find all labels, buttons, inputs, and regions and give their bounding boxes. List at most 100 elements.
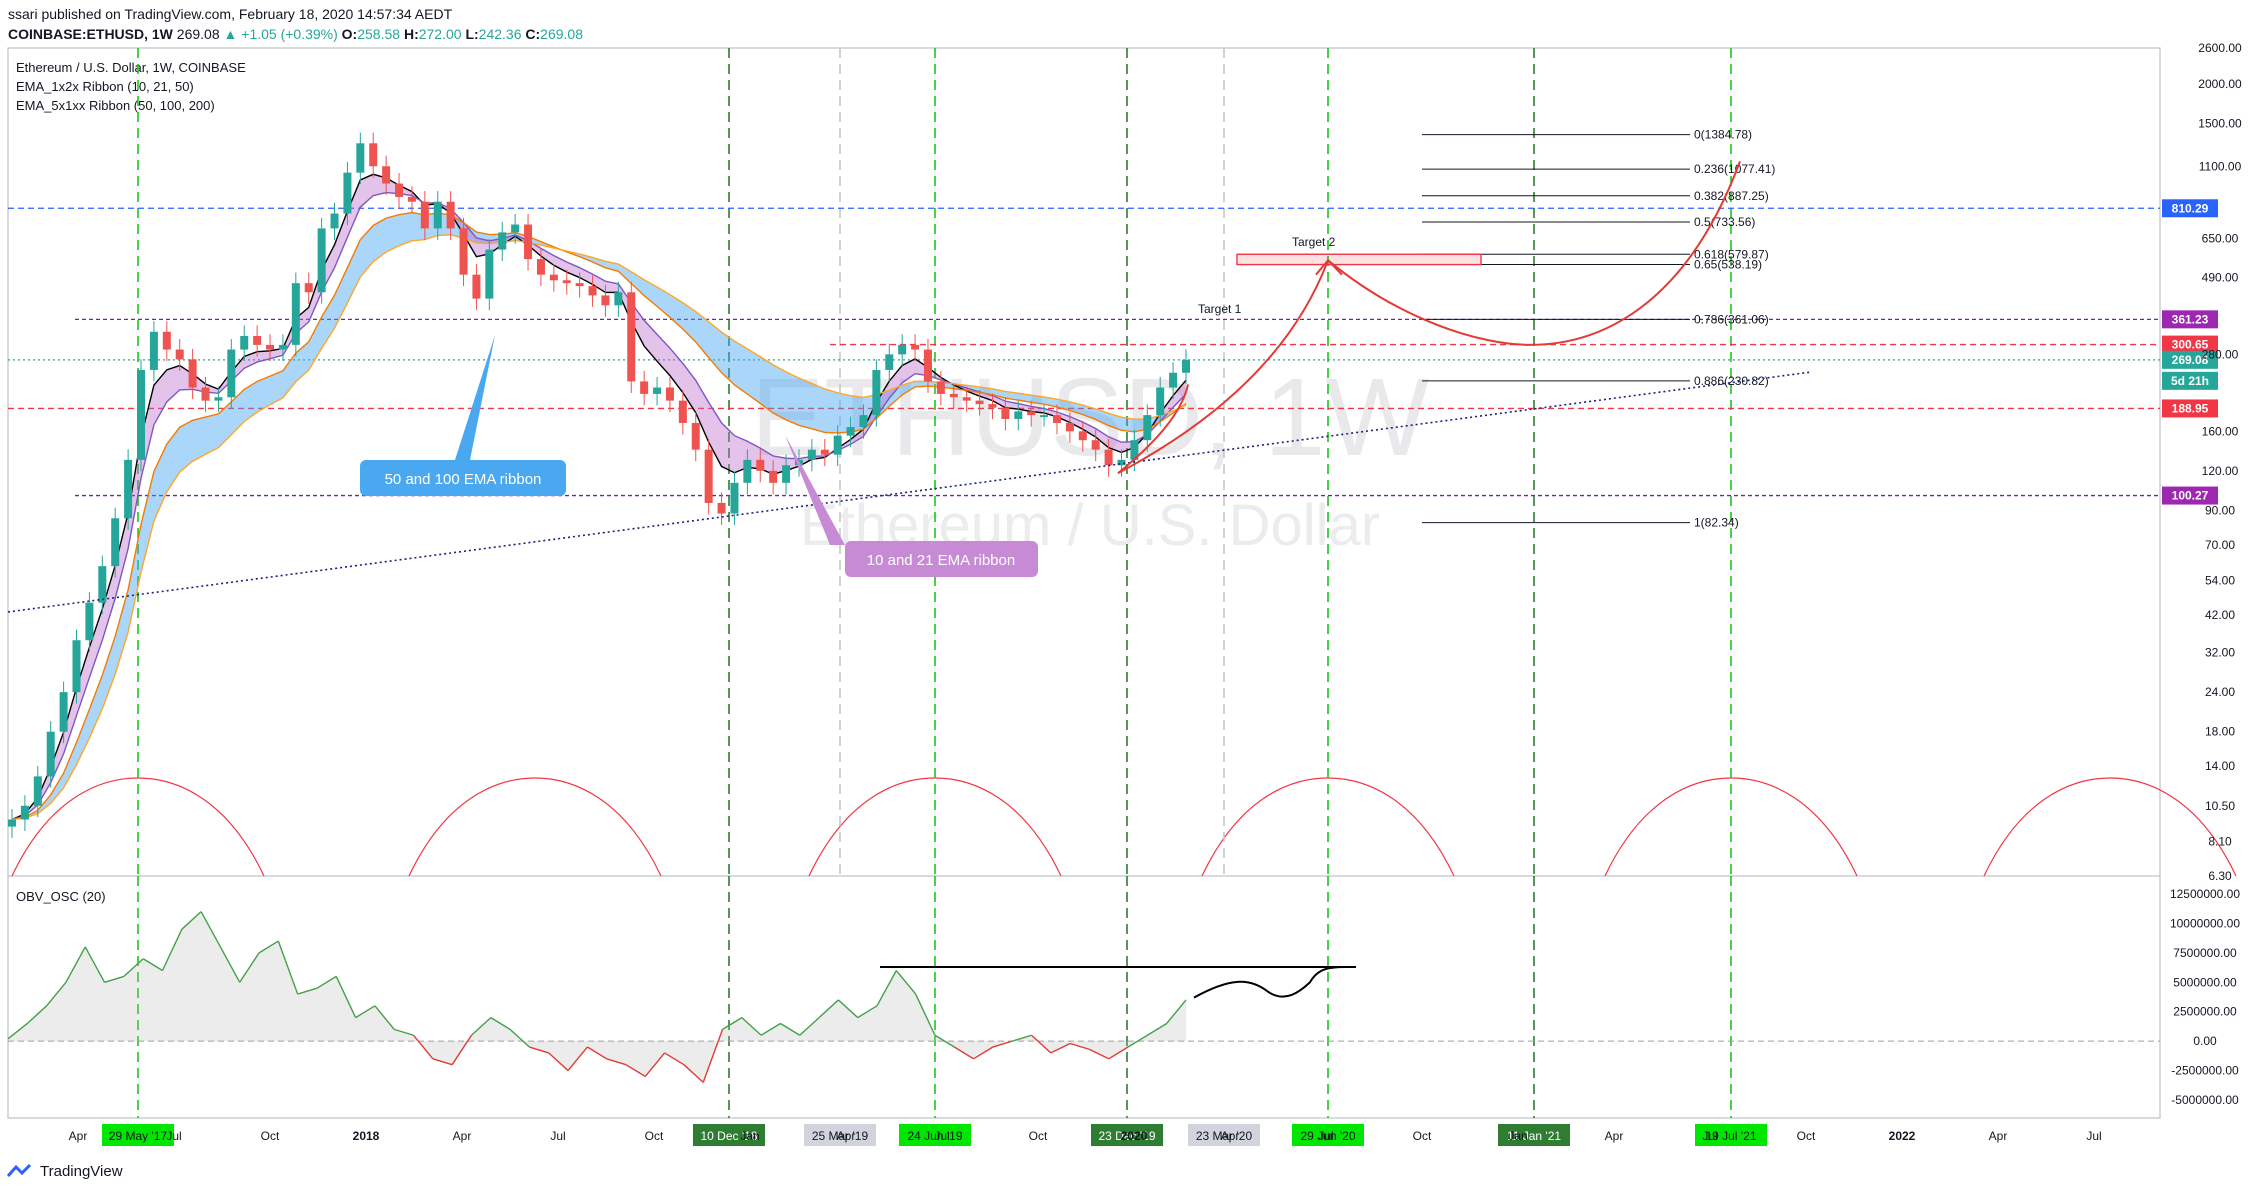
osc-seg-28 [529,1046,549,1054]
tradingview-brand[interactable]: TradingView [6,1162,123,1180]
date-badge-label-6: 29 Jun '20 [1300,1129,1355,1143]
open-label: O: [341,26,358,42]
time-axis: Apr Jul Oct 2018 Apr Jul Oct Jan Apr Jul Oct 2020 Ap… [69,1129,2102,1143]
time-tick-15: Jan [1508,1129,1527,1143]
osc-seg-55 [1050,1042,1071,1054]
target-2-box [1236,253,1482,266]
date-badge-5 [1188,1124,1260,1146]
candle-body-81 [1052,415,1061,423]
candle-body-83 [1078,431,1087,441]
date-badge-label-1: 10 Dec '18 [701,1129,758,1143]
candle-body-89 [1156,387,1165,416]
cycle-arcs [11,777,2237,877]
candle-body-49 [640,381,649,394]
candle-body-19 [253,336,262,345]
candle-body-56 [730,482,739,514]
candle-body-2 [33,776,42,806]
candle-body-29 [382,166,391,184]
candle-body-36 [472,274,481,299]
candle-body-5 [72,640,81,693]
tradingview-logo-icon [6,1163,32,1177]
fib-label-7: 0.886(230.82) [1694,374,1769,388]
candle-body-11 [149,331,158,370]
fib-label-3: 0.5(733.56) [1694,215,1755,229]
candle-body-30 [395,183,404,197]
candle-body-50 [653,387,662,394]
time-tick-12: Apr [1221,1129,1240,1143]
candle-body-28 [369,143,378,167]
price-axis: 2600.00 2000.00 1500.00 1100.00 650.00 490.00… [2170,41,2242,1107]
obv-oscillator [7,911,2160,1083]
osc-seg-41 [780,1022,801,1036]
osc-seg-4 [65,946,86,983]
candle-body-31 [407,196,416,202]
candle-body-88 [1143,415,1152,441]
candle-body-8 [111,518,120,567]
osc-tick-2: 7500000.00 [2173,946,2237,960]
date-badge-4 [1091,1124,1163,1146]
osc-seg-34 [644,1052,666,1077]
callout-10-21-ribbon: 10 and 21 EMA ribbon [785,435,1038,577]
price-label-3: 269.08 [2172,353,2209,367]
price-tick-18: 8.10 [2208,834,2232,848]
candle-body-9 [124,459,133,519]
fib-label-6: 0.786(361.06) [1694,312,1769,326]
high-value: 272.00 [418,26,462,42]
candle-body-42 [549,274,558,281]
candle-body-6 [85,602,94,641]
time-tick-11: 2020 [1121,1129,1148,1143]
time-tick-5: Jul [550,1129,565,1143]
candle-body-55 [717,502,726,514]
ema-100-line [11,234,1187,821]
time-tick-4: Apr [453,1129,472,1143]
candle-body-12 [162,331,171,350]
osc-seg-16 [297,987,318,995]
low-label: L: [465,26,479,42]
candle-body-72 [936,381,945,394]
candle-body-51 [665,387,674,401]
time-tick-10: Oct [1029,1129,1048,1143]
fib-label-8: 1(82.34) [1694,516,1739,530]
date-badge-7 [1498,1124,1570,1146]
candle-body-66 [859,415,868,428]
target-1-arrow [1117,384,1189,474]
date-badge-label-2: 25 Mar '19 [812,1129,869,1143]
price-label-4: 5d 21h [2171,374,2209,388]
candle-body-90 [1169,372,1178,388]
price-label-box-5 [2162,399,2218,418]
time-tick-9: Jul [934,1129,949,1143]
candle-body-18 [240,336,249,350]
osc-seg-22 [412,1034,434,1060]
candle-body-87 [1130,440,1139,460]
time-tick-1: Jul [166,1129,181,1143]
price-tick-15: 18.00 [2205,725,2235,739]
candle-body-17 [227,349,236,398]
candle-body-82 [1065,422,1074,432]
candle-body-57 [743,459,752,483]
candle-body-59 [769,470,778,483]
candle-body-47 [614,292,623,306]
candle-body-27 [356,143,365,173]
ema-50-line [11,211,1187,821]
osc-seg-56 [1069,1042,1090,1051]
date-badge-label-4: 23 Dec '19 [1099,1129,1156,1143]
legend-title: Ethereum / U.S. Dollar, 1W, COINBASE [16,60,246,75]
candle-body-86 [1117,459,1126,466]
candle-body-74 [962,397,971,401]
callout-10-21-label: 10 and 21 EMA ribbon [867,552,1015,569]
osc-seg-47 [895,970,917,995]
osc-area [8,911,1186,1083]
projection-curve [1327,161,1741,346]
callout-50-100-label: 50 and 100 EMA ribbon [385,471,542,488]
time-tick-18: Oct [1797,1129,1816,1143]
target-2-arrow [1117,259,1329,475]
candle-body-91 [1182,359,1190,373]
candle-body-23 [304,283,313,293]
osc-seg-15 [277,940,299,995]
candle-body-52 [678,400,687,423]
candle-body-78 [1014,411,1023,419]
date-badge-label-8: 19 Jul '21 [1706,1129,1757,1143]
osc-tick-1: 10000000.00 [2170,916,2240,930]
date-badge-label-7: 11 Jan '21 [1507,1129,1561,1143]
